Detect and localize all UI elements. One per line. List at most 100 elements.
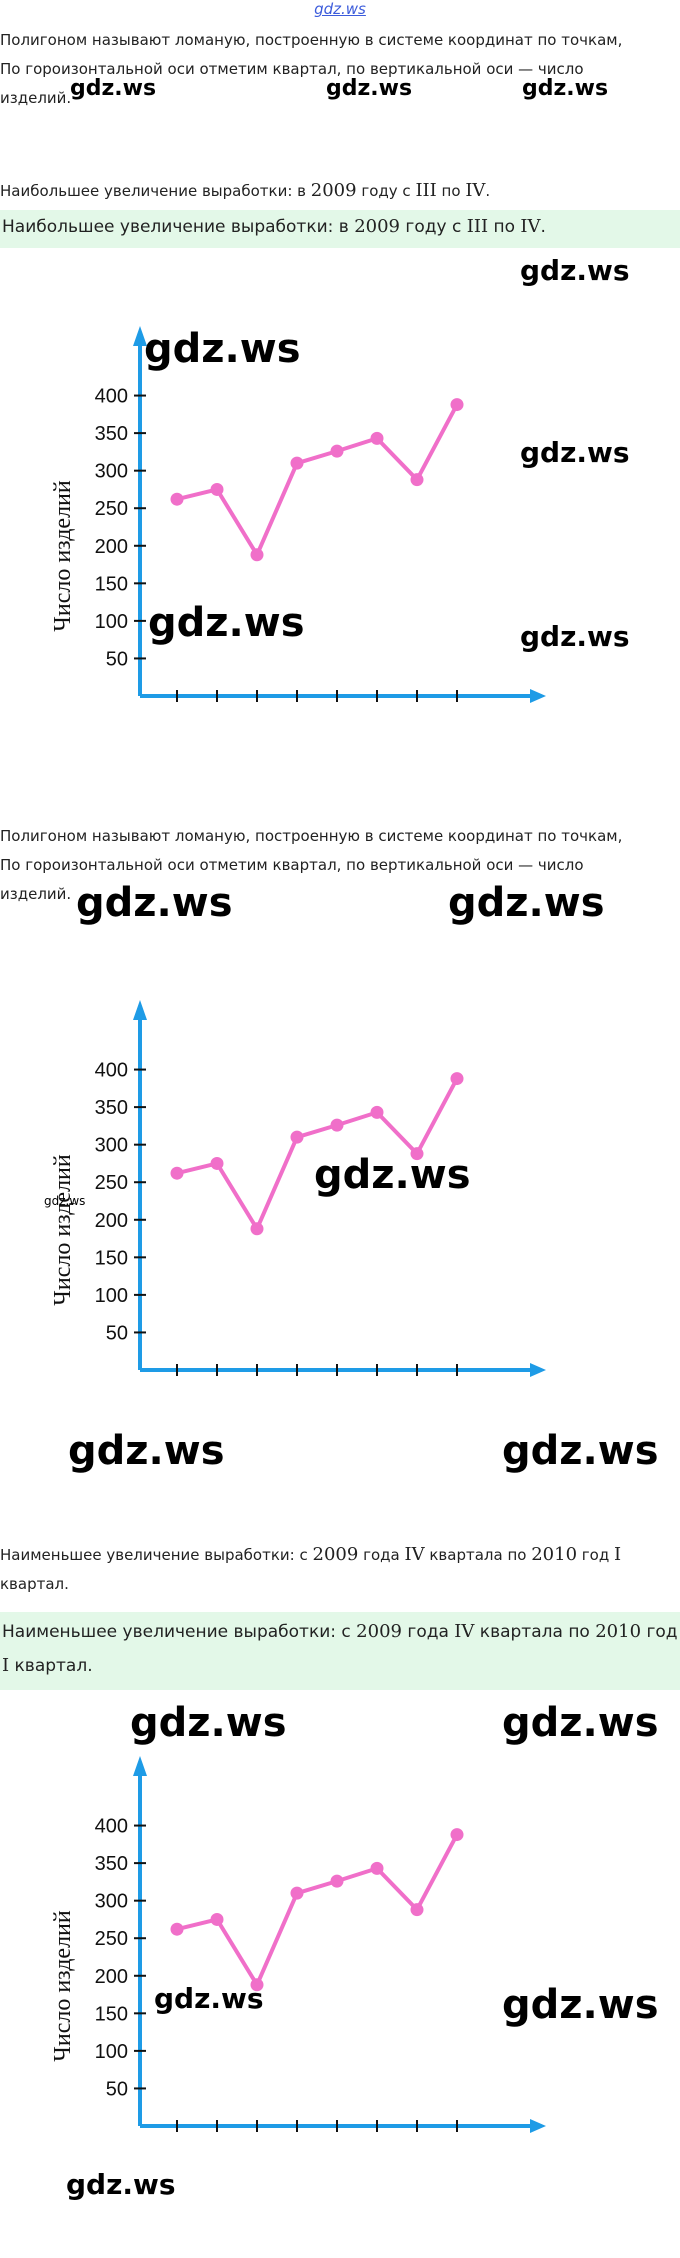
answer-1-conj: по <box>436 182 466 200</box>
chart-svg: 50100150200250300350400IIIIIIIVIIIIIIIVК… <box>50 326 546 703</box>
answer-2-mid3: год <box>577 1546 614 1564</box>
top-link[interactable]: gdz.ws <box>314 0 366 18</box>
x-axis-arrow <box>530 689 546 703</box>
y-tick-label: 300 <box>95 461 128 483</box>
data-point <box>450 1072 464 1086</box>
answer-2-q-to: I <box>614 1544 622 1565</box>
answer-2-hl-q-to: I <box>2 1655 10 1676</box>
watermark: gdz.ws <box>314 1152 471 1198</box>
answer-1-mid: году с <box>356 182 416 200</box>
data-point <box>210 1156 224 1170</box>
y-tick-label: 350 <box>95 423 128 445</box>
answer-2-mid1: года <box>358 1546 405 1564</box>
data-point <box>330 1874 344 1888</box>
answer-2-plain: Наименьшее увеличение выработки: с 2009 … <box>0 1540 670 1599</box>
watermark: gdz.ws <box>326 76 413 101</box>
watermark: gdz.ws <box>154 1982 264 2015</box>
chart-3: 50100150200250300350400IIIIIIIVIIIIIIIVК… <box>40 1756 580 2136</box>
answer-2-highlight: Наименьшее увеличение выработки: с 2009 … <box>0 1612 680 1690</box>
y-tick-label: 400 <box>95 1816 128 1838</box>
intro-line-2: По гороизонтальной оси отметим квартал, … <box>0 856 584 874</box>
answer-1-hl-prefix: Наибольшее увеличение выработки: в <box>2 217 355 237</box>
data-point <box>170 1922 184 1936</box>
x-axis-arrow <box>530 1363 546 1377</box>
intro-line-2: По гороизонтальной оси отметим квартал, … <box>0 60 584 78</box>
answer-2-hl-mid1: года <box>401 1622 455 1642</box>
answer-2-hl-mid3: год <box>641 1622 678 1642</box>
watermark: gdz.ws <box>448 880 605 926</box>
answer-2-mid2: квартала по <box>424 1546 532 1564</box>
y-tick-label: 350 <box>95 1853 128 1875</box>
answer-2-hl-q-from: IV <box>454 1621 475 1642</box>
intro-line-1: Полигоном называют ломаную, построенную … <box>0 31 623 49</box>
data-point <box>450 398 464 412</box>
answer-2-prefix: Наименьшее увеличение выработки: с <box>0 1546 313 1564</box>
answer-1-to: IV <box>465 180 486 201</box>
data-point <box>250 1978 264 1992</box>
y-tick-label: 400 <box>95 1060 128 1082</box>
y-tick-label: 150 <box>95 2003 128 2025</box>
data-point <box>410 1903 424 1917</box>
watermark: gdz.ws <box>144 326 301 372</box>
y-tick-label: 200 <box>95 1966 128 1988</box>
intro-paragraph-2: Полигоном называют ломаную, построенную … <box>0 822 670 909</box>
answer-1-prefix: Наибольшее увеличение выработки: в <box>0 182 311 200</box>
y-tick-label: 400 <box>95 386 128 408</box>
data-point <box>170 1166 184 1180</box>
answer-2-hl-mid2: квартала по <box>474 1622 596 1642</box>
watermark: gdz.ws <box>44 1194 86 1208</box>
data-point <box>210 1912 224 1926</box>
answer-2-q-from: IV <box>404 1544 425 1565</box>
answer-2-hl-prefix: Наименьшее увеличение выработки: с <box>2 1622 357 1642</box>
y-tick-label: 100 <box>95 2041 128 2063</box>
x-axis-arrow <box>530 2119 546 2133</box>
y-axis-label: Число изделий <box>50 1154 76 1306</box>
data-point <box>410 1147 424 1161</box>
answer-2-hl-end: квартал. <box>9 1656 93 1676</box>
answer-1-hl-conj: по <box>488 217 521 237</box>
chart-2: 50100150200250300350400IIIIIIIVIIIIIIIVК… <box>40 1000 580 1380</box>
intro-line-3: изделий. <box>0 89 72 107</box>
data-point <box>250 548 264 562</box>
answer-1-hl-mid: году с <box>400 217 467 237</box>
answer-1-hl-year: 2009 <box>354 216 400 237</box>
watermark: gdz.ws <box>130 1700 287 1746</box>
data-point <box>290 456 304 470</box>
series-line <box>176 1833 459 1987</box>
answer-1-from: III <box>415 180 437 201</box>
answer-2-year-from: 2009 <box>312 1544 359 1565</box>
data-point <box>210 482 224 496</box>
y-tick-label: 50 <box>106 2078 128 2100</box>
series-line <box>176 1077 459 1231</box>
y-tick-label: 100 <box>95 1285 128 1307</box>
y-tick-label: 100 <box>95 611 128 633</box>
y-tick-label: 50 <box>106 648 128 670</box>
data-point <box>330 1118 344 1132</box>
y-tick-label: 150 <box>95 1247 128 1269</box>
y-tick-label: 300 <box>95 1891 128 1913</box>
y-tick-label: 250 <box>95 1172 128 1194</box>
chart-svg: 50100150200250300350400IIIIIIIVIIIIIIIVК… <box>50 1000 546 1377</box>
y-tick-label: 350 <box>95 1097 128 1119</box>
answer-1-hl-to: IV <box>520 216 541 237</box>
data-point <box>330 444 344 458</box>
data-point <box>370 431 384 445</box>
data-point <box>370 1105 384 1119</box>
answer-1-hl-end: . <box>540 217 546 237</box>
answer-2-hl-year-from: 2009 <box>356 1621 402 1642</box>
answer-2-hl-year-to: 2010 <box>595 1621 642 1642</box>
intro-line-1: Полигоном называют ломаную, построенную … <box>0 827 623 845</box>
watermark: gdz.ws <box>522 76 609 101</box>
y-tick-label: 200 <box>95 1210 128 1232</box>
watermark: gdz.ws <box>76 880 233 926</box>
watermark: gdz.ws <box>502 1700 659 1746</box>
y-tick-label: 50 <box>106 1322 128 1344</box>
chart-svg: 50100150200250300350400IIIIIIIVIIIIIIIVК… <box>50 1756 546 2133</box>
y-tick-label: 300 <box>95 1135 128 1157</box>
answer-1-highlight: Наибольшее увеличение выработки: в 2009 … <box>0 210 680 248</box>
data-point <box>170 492 184 506</box>
watermark: gdz.ws <box>520 436 630 469</box>
y-axis-arrow <box>133 1756 147 1776</box>
intro-line-3: изделий. <box>0 885 72 903</box>
y-tick-label: 250 <box>95 1928 128 1950</box>
